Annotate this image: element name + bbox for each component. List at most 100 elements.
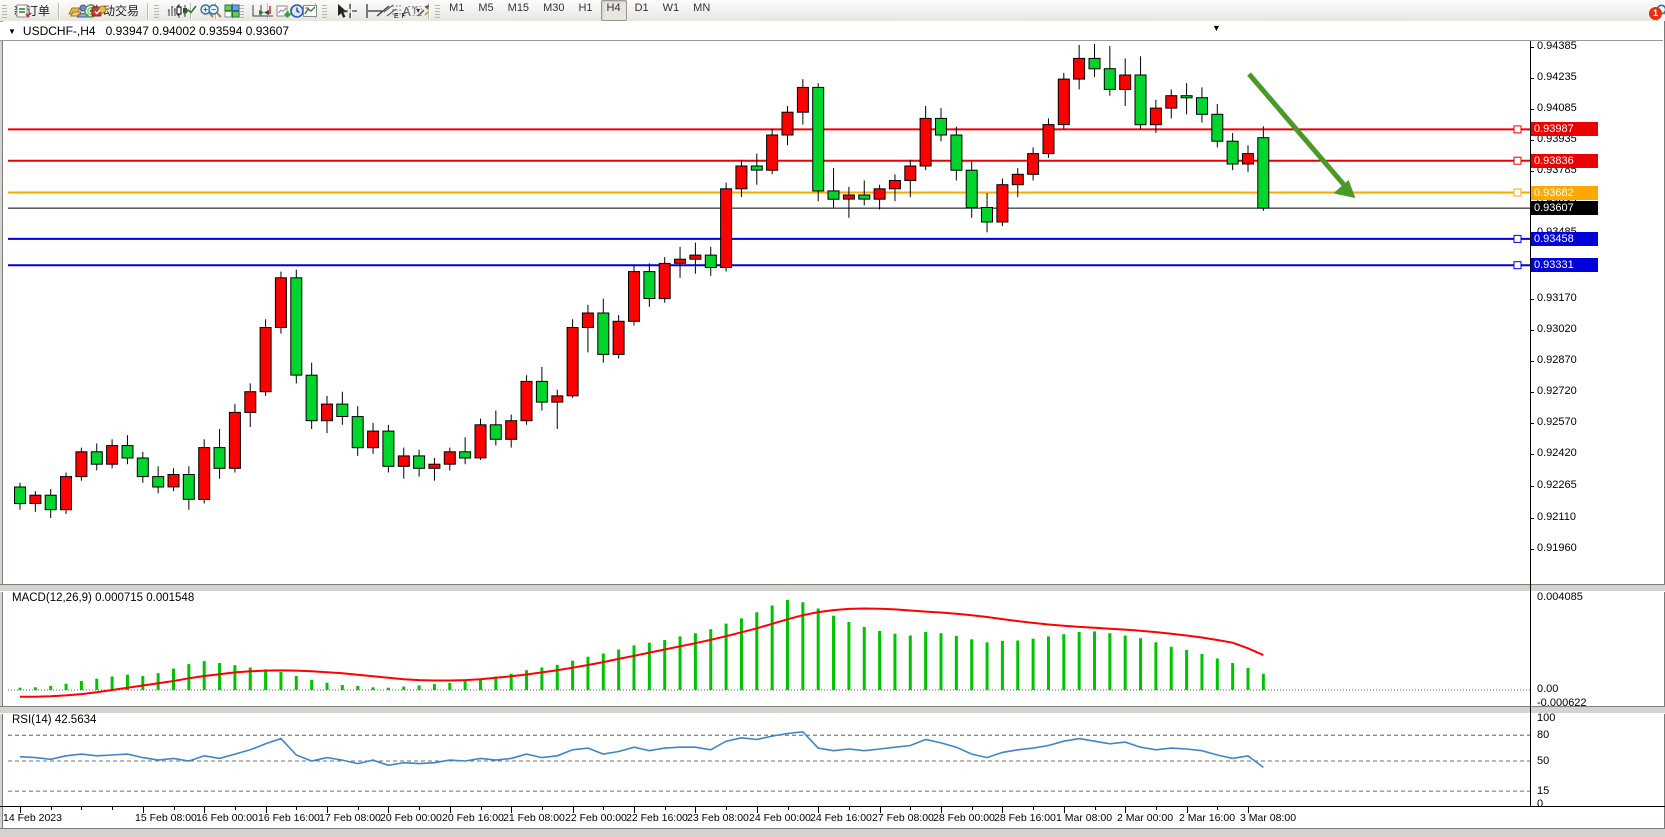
market-depth-button[interactable]	[63, 0, 82, 21]
periods-button[interactable]: ▾	[285, 0, 304, 21]
candle-body	[428, 463, 441, 469]
svg-text:F: F	[402, 13, 406, 20]
autotrade-button[interactable]: 自动交易	[87, 0, 143, 21]
macd-rsi-separator[interactable]	[0, 706, 1665, 714]
candle-body	[873, 188, 886, 200]
chart-title-quotes: 0.93947 0.94002 0.93594 0.93607	[105, 24, 290, 38]
line-chart-icon	[183, 5, 197, 15]
arrows-button[interactable]: ▾	[411, 0, 430, 21]
level-anchor[interactable]	[1513, 234, 1522, 243]
tile-windows-icon	[224, 4, 240, 17]
timeframe-m30[interactable]: M30	[543, 2, 565, 14]
equidistant-channel-button[interactable]: E	[379, 0, 399, 21]
text-button[interactable]: A	[395, 0, 411, 21]
rsi-axis-label: 0	[1537, 798, 1544, 810]
new-order-button[interactable]: 新订单	[10, 0, 54, 21]
rsi-axis-label: 50	[1537, 755, 1550, 767]
candle-body	[90, 451, 103, 465]
candle-body	[520, 380, 533, 422]
timeframe-w1[interactable]: W1	[662, 2, 680, 14]
zoom-in-button[interactable]	[195, 0, 214, 21]
candle-body	[781, 111, 794, 136]
candle-body	[628, 271, 640, 322]
time-major-tick	[634, 807, 635, 813]
price-tick	[1530, 518, 1534, 519]
channel-icon: E	[383, 4, 399, 20]
timeframe-m1[interactable]: M1	[449, 2, 465, 14]
vertical-line-button[interactable]	[355, 0, 368, 21]
toolbar-grip[interactable]	[239, 3, 245, 18]
tile-windows-button[interactable]	[220, 0, 240, 21]
toolbar-grip[interactable]	[154, 3, 160, 18]
time-label: 24 Feb 00:00	[749, 812, 811, 824]
chart-shift-marker-icon[interactable]: ▼	[1212, 23, 1221, 33]
candlestick-chart-button[interactable]	[170, 0, 188, 21]
level-anchor[interactable]	[1513, 261, 1522, 270]
candle-body	[766, 134, 779, 171]
level-anchor[interactable]	[1513, 156, 1522, 165]
cursor-button[interactable]	[330, 0, 348, 21]
candle-body	[1119, 74, 1132, 90]
price-tick-label: 0.93170	[1537, 292, 1577, 304]
bar-chart-button[interactable]	[162, 0, 180, 21]
templates-button[interactable]: ▾	[298, 0, 318, 21]
horizontal-line-button[interactable]	[363, 0, 383, 21]
toolbar-grip[interactable]	[2, 3, 7, 18]
time-label: 23 Feb 08:00	[687, 812, 749, 824]
down-arrow-annotation[interactable]	[1247, 72, 1356, 199]
candle-body	[535, 380, 548, 403]
candle-body	[551, 395, 564, 403]
chart-shift-button[interactable]	[255, 0, 274, 21]
svg-text:T: T	[412, 6, 418, 16]
zoom-out-button[interactable]	[203, 0, 222, 21]
zoom-in-icon	[200, 3, 214, 18]
trendline-button[interactable]	[371, 0, 390, 21]
horizontal-line-icon	[368, 9, 383, 12]
price-chart-plot[interactable]	[8, 42, 1530, 583]
price-tick-label: 0.92110	[1537, 511, 1576, 523]
time-minor-tick	[1095, 807, 1096, 810]
candle-body	[382, 430, 395, 467]
line-chart-button[interactable]	[178, 0, 197, 21]
price-tick-label: 0.92570	[1537, 416, 1577, 428]
rsi-plot[interactable]	[8, 712, 1530, 806]
auto-scroll-button[interactable]	[247, 0, 266, 21]
toolbar-grip[interactable]	[435, 3, 441, 18]
chart-title-bar[interactable]: ▼ USDCHF-,H4 0.93947 0.94002 0.93594 0.9…	[0, 22, 1663, 41]
timeframe-h1[interactable]: H1	[578, 2, 593, 14]
crosshair-button[interactable]	[338, 0, 358, 21]
timeframe-m15[interactable]: M15	[507, 2, 530, 14]
toolbar-grip[interactable]	[322, 3, 328, 18]
level-anchor[interactable]	[1513, 188, 1522, 197]
time-label: 15 Feb 08:00	[135, 812, 197, 824]
price-tick	[1530, 330, 1534, 331]
time-major-tick	[1125, 807, 1126, 813]
level-anchor[interactable]	[1513, 125, 1522, 134]
candle-body	[981, 207, 993, 223]
price-tick-label: 0.93935	[1537, 133, 1577, 145]
price-level-box: 0.93331	[1531, 258, 1598, 272]
fibonacci-button[interactable]: F	[387, 0, 406, 21]
time-major-tick	[880, 807, 881, 813]
timeframe-h4[interactable]: H4	[600, 0, 627, 21]
text-label-button[interactable]: T	[403, 0, 423, 21]
main-macd-separator[interactable]	[0, 584, 1665, 592]
timeframe-m5[interactable]: M5	[478, 2, 494, 14]
indicators-button[interactable]: ▾	[272, 0, 291, 21]
window-menu-icon[interactable]: ▼	[8, 26, 16, 36]
candle-body	[1149, 107, 1162, 126]
candle-body	[658, 262, 671, 300]
time-minor-tick	[603, 807, 604, 810]
fibonacci-icon: F	[392, 5, 406, 20]
timeframe-mn[interactable]: MN	[693, 2, 711, 14]
timeframe-d1[interactable]: D1	[634, 2, 649, 14]
time-label: 22 Feb 00:00	[565, 812, 627, 824]
candle-body	[597, 312, 610, 355]
gold-ingot-icon	[68, 7, 82, 16]
time-label: 28 Feb 00:00	[933, 812, 995, 824]
macd-plot[interactable]	[8, 590, 1530, 705]
chart-shift-icon	[260, 4, 274, 16]
ohlc-bars-icon	[167, 4, 180, 16]
rsi-axis-label: 15	[1537, 785, 1550, 797]
clock-icon	[290, 3, 304, 18]
